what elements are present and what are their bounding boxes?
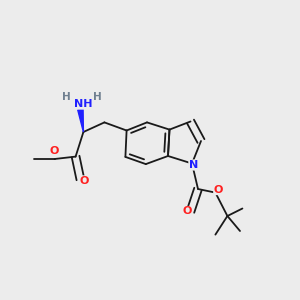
Text: O: O [214, 184, 223, 195]
Text: N: N [189, 160, 198, 170]
Text: NH: NH [74, 99, 93, 109]
Polygon shape [78, 109, 83, 132]
Text: O: O [183, 206, 192, 217]
Text: H: H [61, 92, 70, 102]
Text: O: O [50, 146, 59, 157]
Text: H: H [92, 92, 101, 102]
Text: O: O [79, 176, 89, 186]
